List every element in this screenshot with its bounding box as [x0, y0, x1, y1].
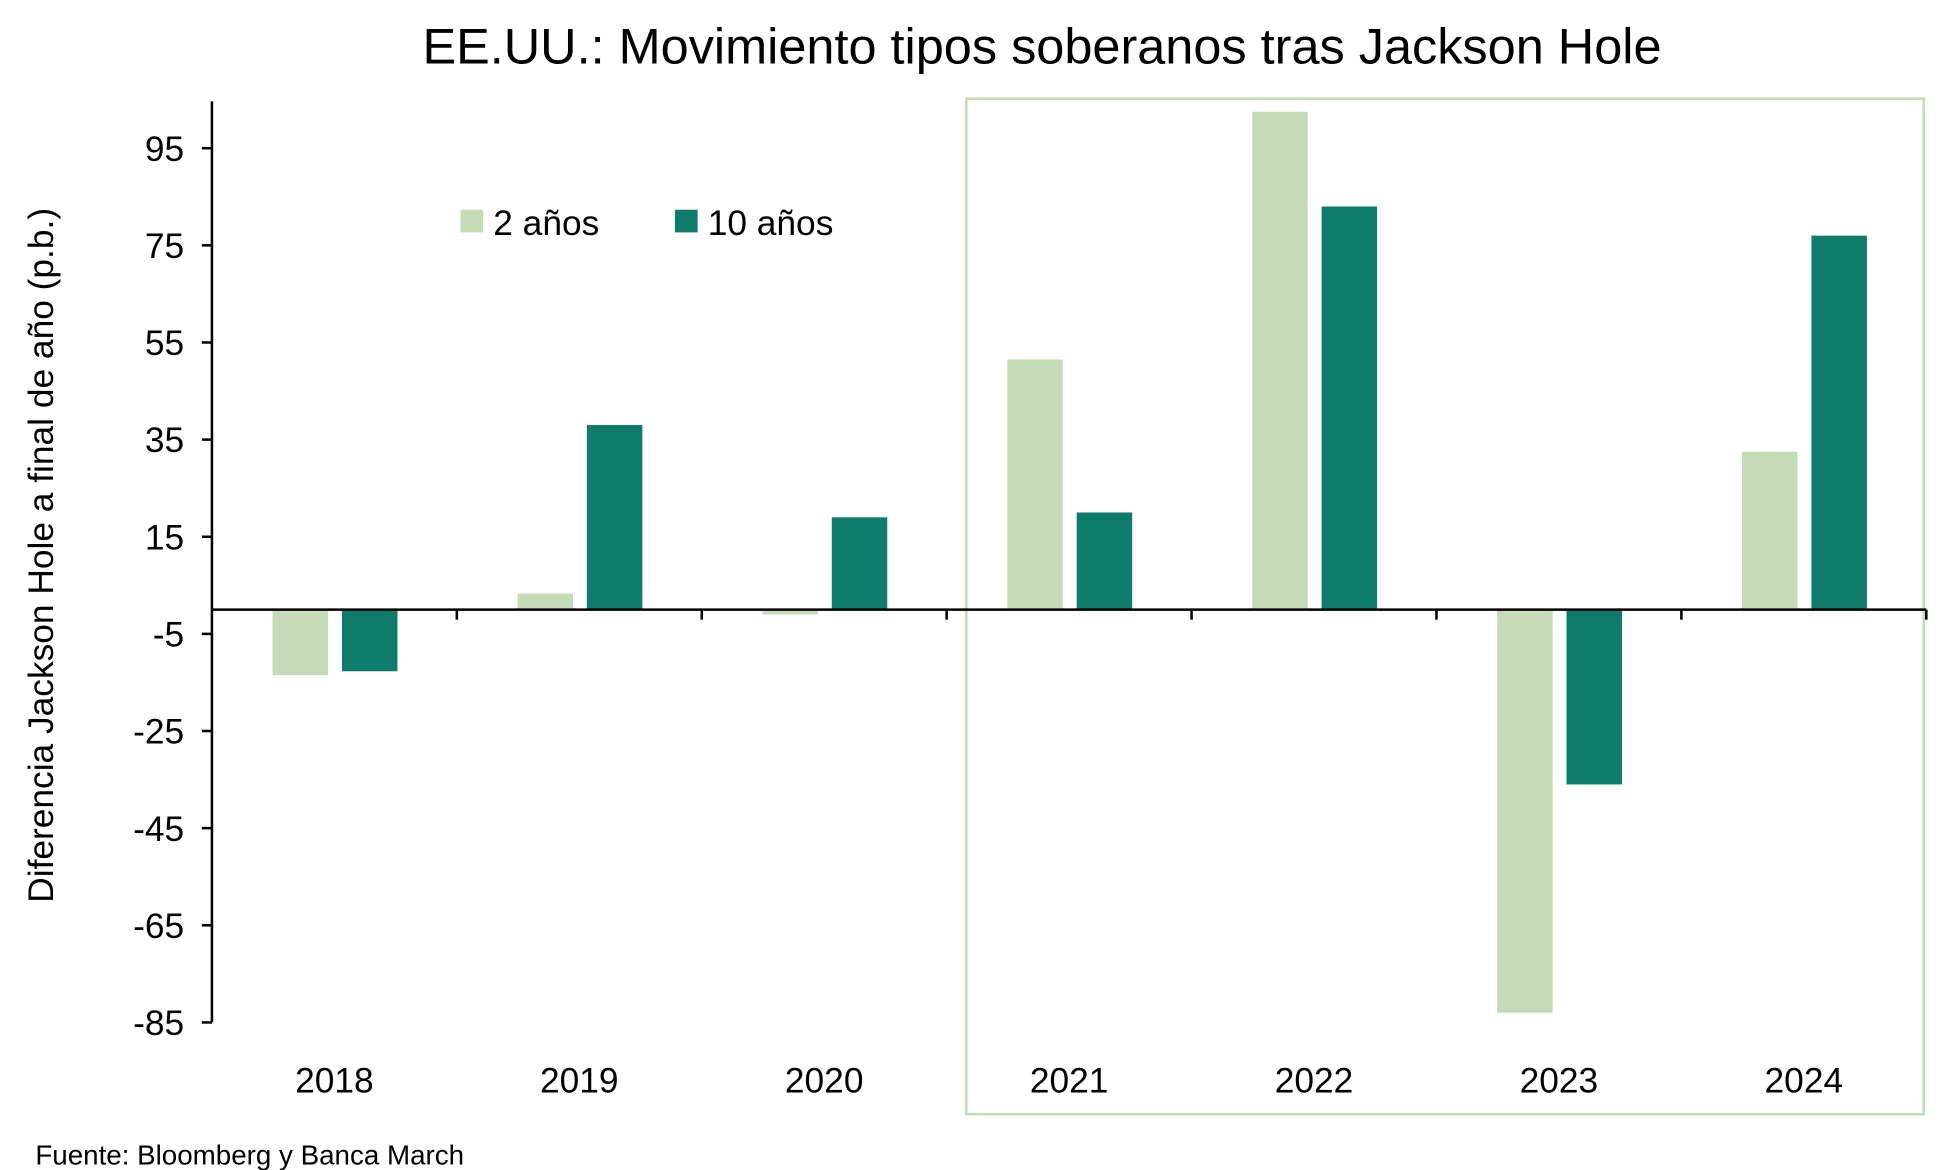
- x-tick-label: 2019: [540, 1062, 619, 1101]
- legend: 2 años 10 años: [460, 204, 833, 243]
- y-tick-label: -45: [133, 810, 184, 849]
- bar-10y-2018: [341, 609, 398, 672]
- bar-10y-2023: [1566, 609, 1623, 785]
- x-tick-label: 2023: [1520, 1062, 1599, 1101]
- bar-2y-2018: [272, 609, 329, 676]
- y-tick-label: -65: [133, 907, 184, 946]
- x-tick-label: 2021: [1030, 1062, 1109, 1101]
- bar-2y-2020: [762, 609, 818, 615]
- y-axis: 95 75 55 35 15 -5 -25 -45 -65 -85: [133, 101, 214, 1043]
- legend-swatch: [674, 209, 698, 233]
- x-tick-label: 2018: [295, 1062, 374, 1101]
- legend-label: 10 años: [708, 204, 834, 243]
- y-tick-label: 15: [145, 518, 184, 557]
- bar-2y-2022: [1252, 111, 1308, 610]
- bar-10y-2021: [1076, 512, 1133, 610]
- y-axis-label: Diferencia Jackson Hole a final de año (…: [22, 208, 61, 903]
- x-tick-label: 2020: [785, 1062, 864, 1101]
- bar-10y-2020: [831, 517, 888, 610]
- legend-swatch: [460, 209, 484, 233]
- chart-title: EE.UU.: Movimiento tipos soberanos tras …: [422, 17, 1661, 74]
- x-axis: 2018 2019 2020 2021 2022 2023 2024: [211, 608, 1928, 1101]
- y-tick-label: -25: [133, 713, 184, 752]
- bar-10y-2019: [586, 425, 643, 610]
- bar-2y-2021: [1007, 359, 1063, 610]
- bars: [272, 111, 1867, 1013]
- highlight-box: [965, 97, 1926, 1116]
- legend-label: 2 años: [493, 204, 599, 243]
- bar-10y-2022: [1321, 206, 1378, 610]
- x-tick-label: 2024: [1765, 1062, 1844, 1101]
- source-note: Fuente: Bloomberg y Banca March: [35, 1140, 464, 1170]
- x-tick-label: 2022: [1275, 1062, 1354, 1101]
- bar-2y-2024: [1742, 451, 1798, 610]
- y-tick-label: 55: [145, 324, 184, 363]
- bar-2y-2019: [517, 593, 573, 610]
- y-tick-label: -85: [133, 1004, 184, 1043]
- y-tick-label: -5: [153, 615, 184, 654]
- bar-10y-2024: [1811, 235, 1867, 610]
- bar-2y-2023: [1497, 609, 1553, 1013]
- y-tick-label: 75: [145, 227, 184, 266]
- y-tick-label: 95: [145, 130, 184, 169]
- y-tick-label: 35: [145, 421, 184, 460]
